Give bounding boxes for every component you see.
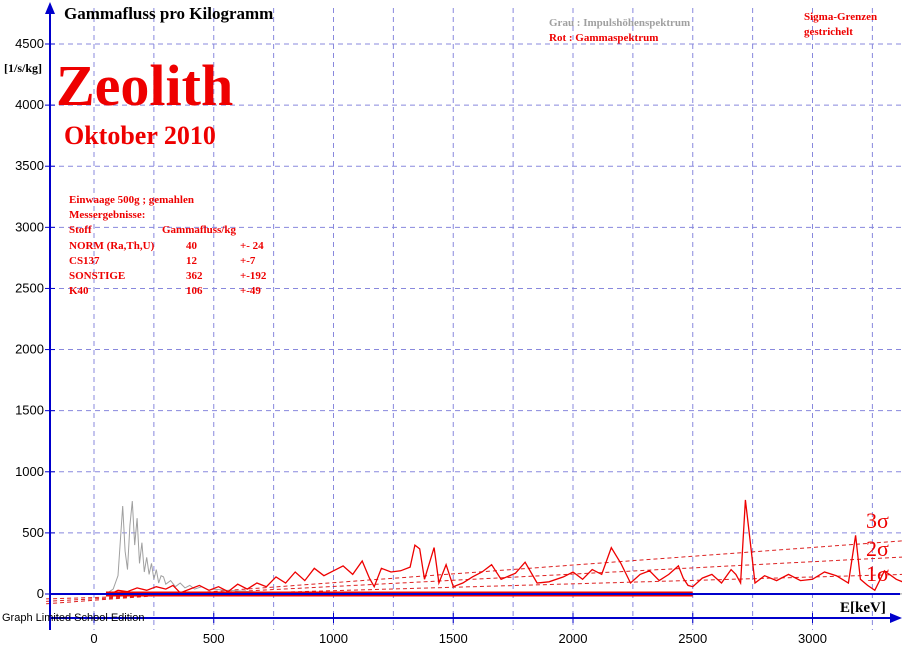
info-cell-3-0: NORM (Ra,Th,U) (69, 239, 155, 252)
sigma-note-line-1: Sigma-Grenzen (804, 11, 878, 23)
sigma-label-1: 1σ (866, 561, 889, 586)
info-cell-6-0: K40 (69, 285, 89, 298)
series-line-2 (106, 499, 902, 595)
chart-title: Gammafluss pro Kilogramm (64, 4, 274, 23)
x-tick-label-0: 0 (90, 631, 97, 646)
x-tick-label-500: 500 (203, 631, 225, 646)
series-group (105, 499, 902, 597)
y-tick-label-3000: 3000 (15, 219, 44, 234)
x-tick-label-1500: 1500 (439, 631, 468, 646)
legend-gray-entry: Grau : Impulshöhenspektrum (549, 17, 691, 29)
sigma-note-line-2: gestrichelt (804, 26, 853, 38)
sigma-label-3: 3σ (866, 508, 889, 533)
info-cell-2-1: Gammafluss/kg (162, 224, 236, 237)
info-cell-6-2: +-49 (240, 285, 261, 298)
y-tick-label-500: 500 (22, 525, 44, 540)
y-tick-label-1000: 1000 (15, 464, 44, 479)
x-axis-bottom-arrow (890, 613, 902, 623)
measurement-date: Oktober 2010 (64, 121, 216, 150)
tick-labels: 0 500 1000 1500 2000 2500 3000 3500 4000 4500 0 500… (15, 36, 827, 646)
sigma-label-2: 2σ (866, 536, 889, 561)
info-cell-3-1: 40 (186, 239, 197, 252)
info-cell-4-1: 12 (186, 254, 197, 267)
y-axis-arrow (45, 2, 55, 14)
info-cell-6-1: 106 (186, 285, 203, 298)
legend-red-entry: Rot : Gammaspektrum (549, 32, 659, 44)
y-tick-label-1500: 1500 (15, 403, 44, 418)
info-cell-1-0: Messergebnisse: (69, 209, 146, 222)
info-cell-5-0: SONSTIGE (69, 270, 126, 282)
y-tick-label-2000: 2000 (15, 342, 44, 357)
y-tick-label-0: 0 (37, 586, 44, 601)
axes (45, 2, 902, 630)
info-cell-5-2: +-192 (240, 270, 267, 282)
x-tick-label-2500: 2500 (678, 631, 707, 646)
info-cell-0-0: Einwaage 500g ; gemahlen (69, 194, 194, 206)
info-cell-2-0: Stoff (69, 224, 92, 237)
series-line-1 (105, 501, 902, 595)
y-tick-label-4000: 4000 (15, 97, 44, 112)
grid-lines (50, 8, 902, 630)
sample-name: Zeolith (56, 53, 234, 118)
y-axis-label: [1/s/kg] (4, 61, 43, 75)
app-edition-footer: Graph Limited School Edition (2, 612, 145, 624)
info-cell-4-2: +-7 (240, 254, 256, 267)
x-axis-label: E[keV] (840, 600, 886, 616)
x-tick-label-1000: 1000 (319, 631, 348, 646)
info-cell-4-0: CS137 (69, 254, 100, 267)
y-tick-label-4500: 4500 (15, 36, 44, 51)
info-cell-3-2: +- 24 (240, 239, 264, 252)
info-cell-5-1: 362 (186, 270, 203, 282)
x-tick-label-2000: 2000 (559, 631, 588, 646)
x-tick-label-3000: 3000 (798, 631, 827, 646)
y-tick-label-3500: 3500 (15, 158, 44, 173)
y-tick-label-2500: 2500 (15, 280, 44, 295)
